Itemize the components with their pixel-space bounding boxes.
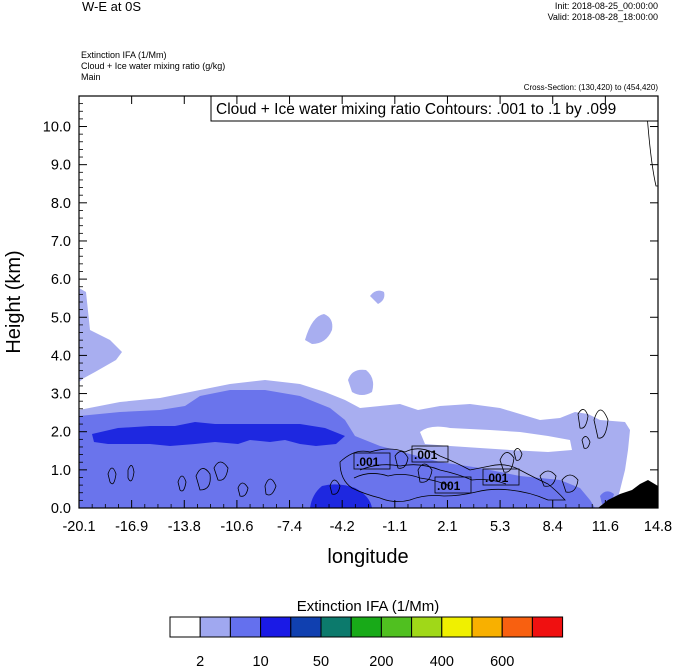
colorbar-swatch [260, 616, 292, 638]
contour-label: .001 [437, 479, 461, 493]
colorbar-swatch [501, 616, 533, 638]
contour-label: .001 [356, 455, 380, 469]
y-tick-label: 0.0 [51, 501, 71, 517]
extinction-fill-light-blob2 [348, 369, 374, 395]
x-tick-label: 2.1 [437, 519, 457, 535]
extinction-gap [420, 426, 572, 452]
y-tick-label: 9.0 [51, 158, 71, 174]
y-tick-label: 4.0 [51, 348, 71, 364]
y-tick-label: 8.0 [51, 196, 71, 212]
x-tick-label: -4.2 [330, 519, 355, 535]
colorbar-swatch [471, 616, 503, 638]
x-tick-label: 14.8 [644, 519, 672, 535]
colorbar-tick-label: 400 [430, 654, 454, 667]
field-label-extinction: Extinction IFA (1/Mm) [81, 50, 167, 60]
colorbar-tick-label: 2 [196, 654, 204, 667]
init-time: Init: 2018-08-25_00:00:00 [554, 1, 658, 11]
x-axis: -20.1 -16.9 -13.8 -10.6 -7.4 -4.2 -1.1 2.1 5.3 8.… [62, 96, 672, 535]
x-tick-label: -20.1 [62, 519, 95, 535]
contour-label: .001 [485, 471, 509, 485]
contour-labels: .001 .001 .001 .001 [353, 445, 520, 494]
x-tick-label: 5.3 [490, 519, 510, 535]
colorbar-tick-label: 200 [369, 654, 393, 667]
y-tick-label: 6.0 [51, 272, 71, 288]
colorbar-labels: 2 10 50 200 400 600 [196, 654, 514, 667]
colorbar [169, 616, 564, 638]
field-label-main: Main [81, 72, 101, 82]
cross-section-label: Cross-Section: (130,420) to (454,420) [523, 83, 658, 92]
extinction-fill-light-blob3 [370, 290, 385, 304]
colorbar-swatch [169, 616, 201, 638]
x-axis-title: longitude [327, 546, 408, 568]
y-tick-label: 2.0 [51, 425, 71, 441]
extinction-fill-medium [79, 390, 595, 508]
y-axis: 0.0 1.0 2.0 3.0 4.0 5.0 6.0 7.0 8.0 9.0 10.0 [43, 95, 658, 517]
y-tick-label: 1.0 [51, 463, 71, 479]
colorbar-swatch [290, 616, 322, 638]
terrain [598, 480, 658, 508]
x-tick-label: -7.4 [277, 519, 302, 535]
colorbar-tick-label: 50 [313, 654, 329, 667]
colorbar-tick-label: 600 [490, 654, 514, 667]
y-axis-title: Height (km) [3, 250, 25, 353]
y-tick-label: 5.0 [51, 310, 71, 326]
x-tick-label: -1.1 [382, 519, 407, 535]
y-tick-label: 7.0 [51, 234, 71, 250]
valid-time: Valid: 2018-08-28_18:00:00 [547, 12, 658, 22]
colorbar-swatch [320, 616, 352, 638]
colorbar-swatch [350, 616, 382, 638]
plot-title: W-E at 0S [82, 0, 142, 14]
colorbar-tick-label: 10 [253, 654, 269, 667]
field-label-mixing-ratio: Cloud + Ice water mixing ratio (g/kg) [81, 61, 226, 71]
extinction-fill-dark [92, 422, 345, 446]
colorbar-swatch [441, 616, 473, 638]
plot-area: .001 .001 .001 .001 [79, 96, 658, 508]
colorbar-swatch [199, 616, 231, 638]
y-tick-label: 3.0 [51, 387, 71, 403]
colorbar-swatch [229, 616, 262, 638]
x-tick-label: -10.6 [220, 519, 253, 535]
x-tick-label: 8.4 [543, 519, 563, 535]
extinction-fill-light-blob1 [305, 314, 333, 344]
colorbar-swatch [411, 616, 443, 638]
colorbar-swatch [380, 616, 413, 638]
x-tick-label: -13.8 [168, 519, 201, 535]
x-tick-label: -16.9 [115, 519, 148, 535]
contour-info: Cloud + Ice water mixing ratio Contours:… [216, 101, 616, 118]
contour-label: .001 [414, 448, 438, 462]
y-tick-label: 10.0 [43, 120, 71, 136]
x-tick-label: 11.6 [592, 519, 619, 535]
colorbar-swatch [531, 616, 564, 638]
colorbar-title: Extinction IFA (1/Mm) [297, 598, 440, 615]
